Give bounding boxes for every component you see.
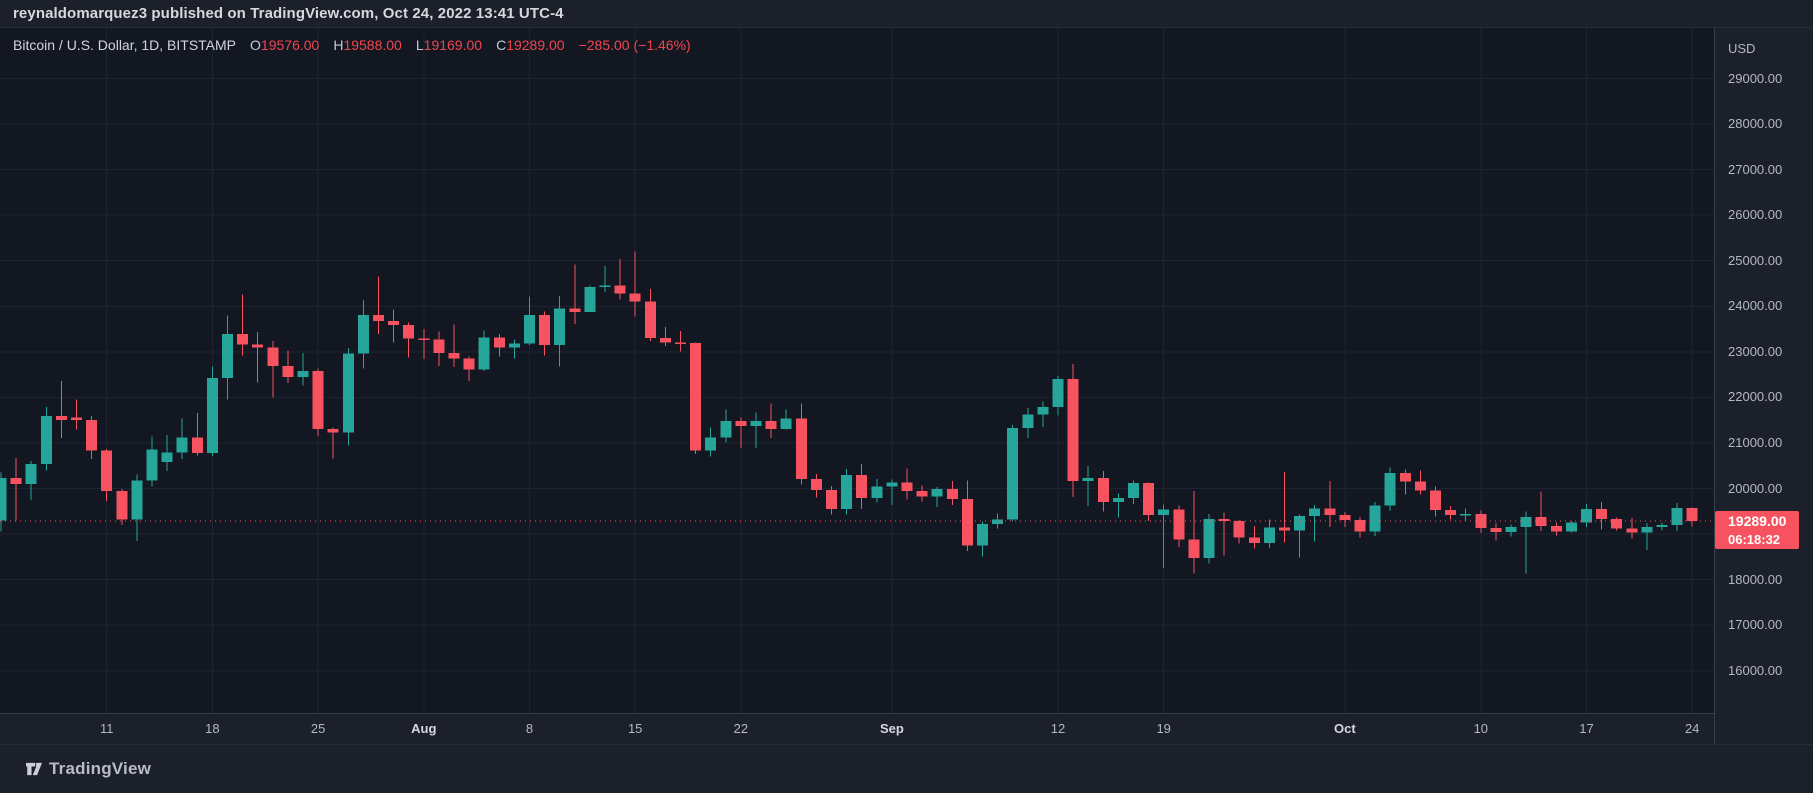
tradingview-logo-icon <box>26 762 42 776</box>
price-tick-label: 25000.00 <box>1728 252 1783 268</box>
price-tick-label: 23000.00 <box>1728 343 1783 359</box>
time-tick-label: Aug <box>411 721 437 736</box>
time-tick-label: 15 <box>627 721 643 736</box>
attribution-text[interactable]: reynaldomarquez3 published on TradingVie… <box>13 5 564 22</box>
candlestick-chart[interactable] <box>0 0 1714 713</box>
price-tick-label: 16000.00 <box>1728 662 1783 678</box>
price-tick-label: 22000.00 <box>1728 389 1783 405</box>
time-tick-label: 19 <box>1156 721 1171 736</box>
price-tick-label: 24000.00 <box>1728 298 1783 314</box>
price-tick-label: 26000.00 <box>1728 207 1783 223</box>
tradingview-logo-text: TradingView <box>49 759 152 778</box>
time-tick-label: 10 <box>1473 721 1489 736</box>
time-tick-label: 25 <box>310 721 326 736</box>
price-axis[interactable]: USD 19289.00 06:18:32 29000.00 28000.00 27… <box>1714 28 1813 744</box>
ohlc-close: C19289.00 <box>496 37 565 53</box>
time-tick-label: Oct <box>1334 721 1356 736</box>
time-tick-label: 17 <box>1579 721 1594 736</box>
ohlc-low: L19169.00 <box>415 37 483 53</box>
bar-countdown: 06:18:32 <box>1728 532 1781 548</box>
tradingview-logo-link[interactable]: TradingView <box>26 759 151 779</box>
price-tick-label: 18000.00 <box>1728 571 1783 587</box>
change-value: −285.00 (−1.46%) <box>578 37 691 53</box>
price-tick-label: 27000.00 <box>1728 161 1783 177</box>
time-tick-label: 22 <box>733 721 749 736</box>
price-tick-label: 28000.00 <box>1728 116 1783 132</box>
currency-label: USD <box>1728 41 1756 56</box>
time-tick-label: Sep <box>879 721 904 736</box>
last-price-label: 19289.00 06:18:32 <box>1715 511 1799 550</box>
attribution-bar: reynaldomarquez3 published on TradingVie… <box>0 0 1813 28</box>
price-tick-label: 29000.00 <box>1728 70 1783 86</box>
time-tick-label: 24 <box>1684 721 1700 736</box>
time-axis[interactable]: 11 18 25 Aug 8 15 22 Sep 12 19 Oct 10 17 24 <box>0 713 1714 744</box>
time-tick-label: 12 <box>1050 721 1066 736</box>
price-tick-label: 21000.00 <box>1728 434 1783 450</box>
time-tick-label: 18 <box>205 721 220 736</box>
time-tick-label: 8 <box>525 721 534 736</box>
price-tick-label: 20000.00 <box>1728 480 1783 496</box>
last-price-value: 19289.00 <box>1728 513 1787 530</box>
ohlc-high: H19588.00 <box>333 37 402 53</box>
price-tick-label: 17000.00 <box>1728 617 1783 633</box>
ohlc-open: O19576.00 <box>250 37 320 53</box>
footer-bar: TradingView <box>0 744 1813 793</box>
symbol-title[interactable]: Bitcoin / U.S. Dollar, 1D, BITSTAMP <box>13 37 237 53</box>
symbol-legend: Bitcoin / U.S. Dollar, 1D, BITSTAMP O195… <box>13 37 691 53</box>
time-tick-label: 11 <box>99 721 114 736</box>
